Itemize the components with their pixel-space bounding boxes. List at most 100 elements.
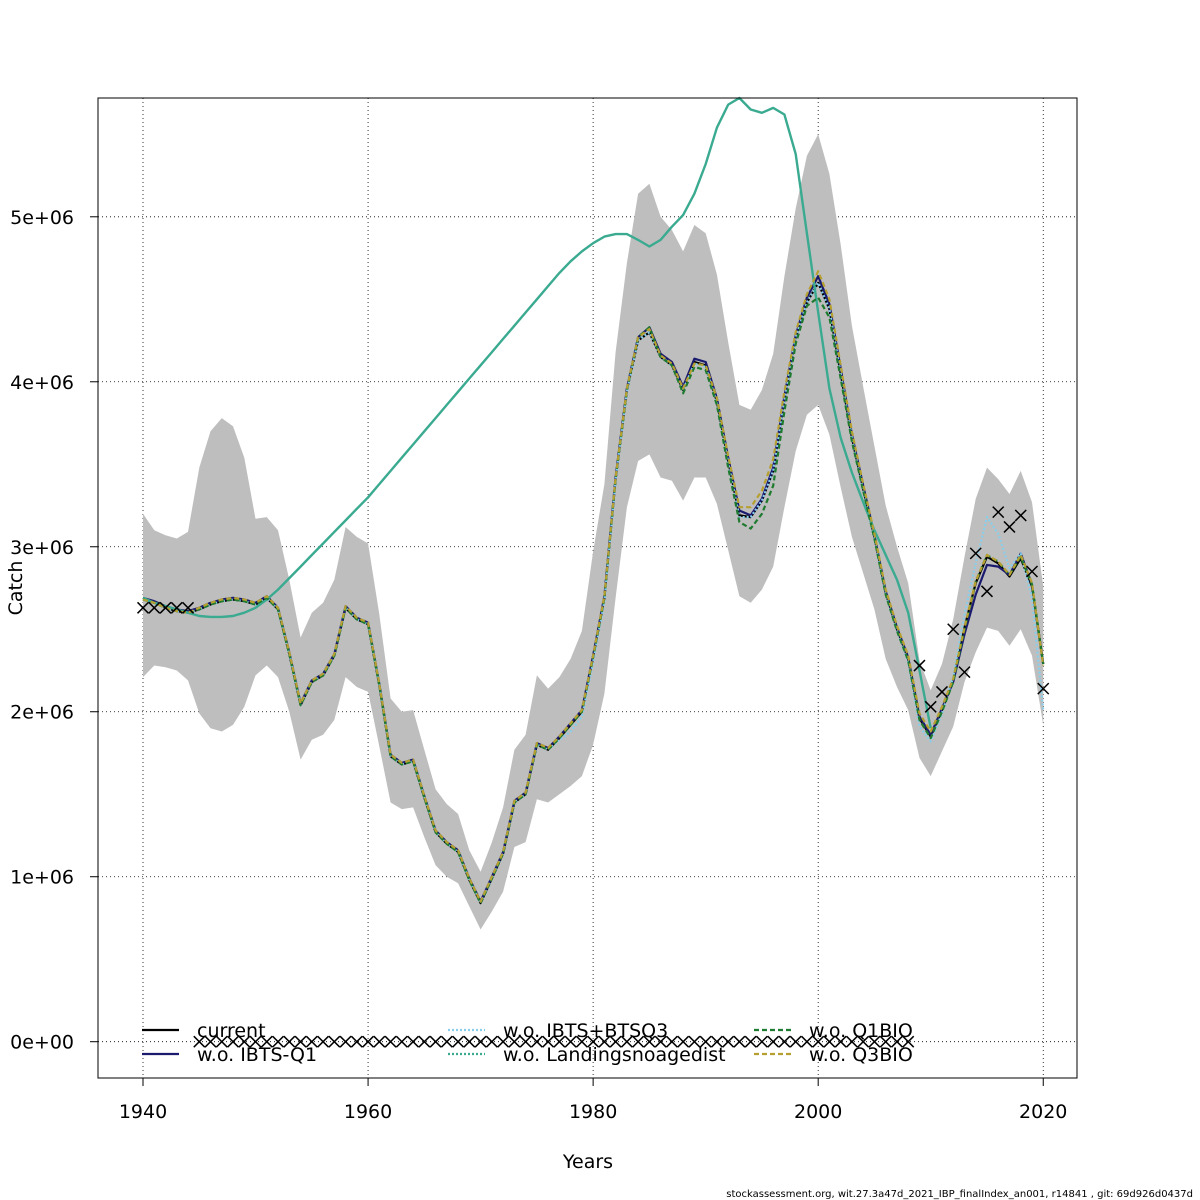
series-lines xyxy=(142,96,1045,905)
legend-label: w.o. Q1BIO xyxy=(809,1020,913,1042)
observation-marker xyxy=(395,1035,408,1048)
observation-marker xyxy=(384,1035,397,1048)
observation-marker xyxy=(902,1035,915,1048)
observation-marker xyxy=(969,547,982,560)
series-line-wo-landingsnoagedist xyxy=(142,96,932,729)
legend-label: w.o. IBTS+BTSQ3 xyxy=(503,1020,668,1042)
observation-marker xyxy=(305,1035,318,1048)
observation-marker xyxy=(170,601,183,614)
observation-marker xyxy=(834,1035,847,1048)
observation-marker xyxy=(497,1035,510,1048)
legend-label: w.o. Landingsnoagedist xyxy=(503,1044,726,1066)
y-axis-title: Catch xyxy=(5,561,27,616)
observation-marker xyxy=(519,1035,532,1048)
confidence-band xyxy=(143,134,1044,930)
observation-marker xyxy=(530,1035,543,1048)
observation-marker xyxy=(204,1035,217,1048)
observation-marker xyxy=(868,1035,881,1048)
observation-marker xyxy=(778,1035,791,1048)
observation-marker xyxy=(283,1035,296,1048)
observation-marker xyxy=(913,659,926,672)
observation-marker xyxy=(249,1035,262,1048)
y-tick-label: 5e+06 xyxy=(10,207,74,229)
observation-marker xyxy=(800,1035,813,1048)
observation-marker xyxy=(924,700,937,713)
observation-marker xyxy=(373,1035,386,1048)
observation-marker xyxy=(463,1035,476,1048)
observation-marker xyxy=(215,1035,228,1048)
observation-marker xyxy=(643,1035,656,1048)
observation-marker xyxy=(508,1035,521,1048)
observation-marker xyxy=(767,1035,780,1048)
observation-marker xyxy=(722,1035,735,1048)
observation-marker xyxy=(654,1035,667,1048)
confidence-band-area xyxy=(143,134,1044,930)
observation-marker xyxy=(238,1035,251,1048)
observation-marker xyxy=(665,1035,678,1048)
observation-marker xyxy=(485,1035,498,1048)
x-tick-label: 2000 xyxy=(794,1101,842,1123)
x-axis: 1940 1960 1980 2000 2020 xyxy=(119,1077,1067,1123)
observation-marker xyxy=(823,1035,836,1048)
observation-marker xyxy=(699,1035,712,1048)
y-axis: 0e+00 1e+06 2e+06 3e+06 4e+06 5e+06 xyxy=(10,207,98,1054)
observation-marker xyxy=(452,1035,465,1048)
observation-marker xyxy=(136,601,150,614)
footer-credit: stockassessment.org, wit.27.3a47d_2021_I… xyxy=(726,1189,1193,1200)
y-tick-label: 0e+00 xyxy=(10,1032,74,1054)
observation-marker xyxy=(812,1035,825,1048)
y-tick-label: 1e+06 xyxy=(10,867,74,889)
observation-marker xyxy=(339,1035,352,1048)
observation-marker xyxy=(193,1035,206,1048)
observation-marker xyxy=(350,1035,363,1048)
observation-marker xyxy=(845,1035,858,1048)
observation-marker xyxy=(587,1035,600,1048)
series-line-wo-q3bio xyxy=(142,270,1045,903)
observation-marker xyxy=(935,685,948,698)
x-tick-label: 1960 xyxy=(344,1101,392,1123)
observation-marker xyxy=(272,1035,285,1048)
observation-marker xyxy=(148,601,161,614)
observation-marker xyxy=(755,1035,768,1048)
observation-marker xyxy=(429,1035,442,1048)
x-tick-label: 2020 xyxy=(1019,1101,1067,1123)
observation-marker xyxy=(1025,565,1039,578)
x-axis-title: Years xyxy=(562,1151,613,1173)
y-tick-label: 2e+06 xyxy=(10,702,74,724)
observation-marker xyxy=(744,1035,757,1048)
observation-marker xyxy=(407,1035,420,1048)
observation-marker xyxy=(542,1035,555,1048)
observation-marker xyxy=(857,1035,870,1048)
legend-label: w.o. Q3BIO xyxy=(809,1044,913,1066)
observation-marker xyxy=(677,1035,690,1048)
observation-marker xyxy=(609,1035,622,1048)
observation-marker xyxy=(789,1035,802,1048)
observation-marker xyxy=(553,1035,566,1048)
observation-marker xyxy=(598,1035,611,1048)
observation-marker xyxy=(733,1035,746,1048)
observation-marker xyxy=(575,1035,588,1048)
observation-marker xyxy=(688,1035,701,1048)
y-tick-label: 3e+06 xyxy=(10,537,74,559)
observation-marker xyxy=(1037,682,1050,695)
legend-label: current xyxy=(197,1020,266,1042)
observation-marker xyxy=(710,1035,723,1048)
observation-marker xyxy=(328,1035,341,1048)
legend-label: w.o. IBTS-Q1 xyxy=(197,1044,317,1066)
observation-markers xyxy=(136,506,1050,1048)
observation-marker xyxy=(317,1035,330,1048)
observation-marker xyxy=(564,1035,577,1048)
observation-marker xyxy=(958,666,971,679)
observation-marker xyxy=(181,601,195,614)
observation-marker xyxy=(890,1035,903,1048)
observation-marker xyxy=(260,1035,273,1048)
observation-marker xyxy=(992,506,1005,519)
observation-marker xyxy=(362,1035,375,1048)
observation-marker xyxy=(1003,520,1016,533)
x-tick-label: 1980 xyxy=(569,1101,617,1123)
observation-marker xyxy=(620,1035,633,1048)
observation-marker xyxy=(159,601,172,614)
observation-marker xyxy=(294,1035,307,1048)
observation-marker xyxy=(1014,509,1027,522)
